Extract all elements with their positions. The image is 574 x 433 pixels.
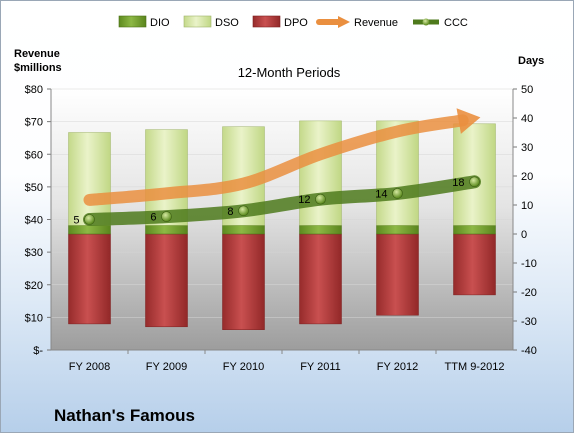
bars (68, 120, 496, 330)
y-right-tick-label: 0 (521, 229, 527, 241)
revenue-line (83, 114, 469, 206)
bar-dpo (145, 233, 188, 328)
bar-dio (299, 225, 342, 235)
bar-dso (299, 120, 342, 226)
revenue-arrowhead (456, 108, 481, 134)
legend-marker-ccc (422, 18, 430, 26)
y-left-tick-label: $- (33, 345, 43, 357)
legend-label-ccc: CCC (444, 17, 468, 29)
y-right-label: Days (518, 55, 544, 67)
y-right-tick-label: -40 (521, 345, 537, 357)
axes: $- $10 $20 $30 $40 $50 $60 $70 $80 -40 -30 -20 -10 0 1… (25, 84, 537, 373)
y-right-tick-label: 30 (521, 142, 533, 154)
y-right-tick-label: 40 (521, 113, 533, 125)
bar-dpo (453, 233, 496, 296)
x-tick-label: FY 2009 (146, 361, 187, 373)
bar-dso (453, 123, 496, 226)
legend-swatch-dpo (252, 15, 281, 28)
bar-dio (222, 225, 265, 235)
ccc-data-label: 12 (298, 194, 310, 206)
y-right-tick-label: -10 (521, 258, 537, 270)
ccc-data-label: 5 (73, 215, 79, 227)
y-left-tick-label: $50 (25, 182, 43, 194)
y-right-tick-label: -30 (521, 316, 537, 328)
bar-dio (145, 225, 188, 235)
y-left-tick-label: $40 (25, 215, 43, 227)
ccc-data-label: 18 (452, 177, 464, 189)
y-left-tick-label: $30 (25, 247, 43, 259)
ccc-marker (238, 205, 249, 217)
legend-label-dso: DSO (215, 17, 239, 29)
ccc-data-label: 14 (375, 188, 387, 200)
legend-label-revenue: Revenue (354, 17, 398, 29)
y-right-tick-label: -20 (521, 287, 537, 299)
legend-label-dio: DIO (150, 17, 170, 29)
ccc-line (83, 175, 481, 226)
y-right-tick-label: 10 (521, 200, 533, 212)
y-left-label-line2: $millions (14, 62, 62, 74)
x-tick-label: TTM 9-2012 (445, 361, 505, 373)
bar-dio (453, 225, 496, 235)
bar-dpo (376, 233, 419, 316)
y-left-label-line1: Revenue (14, 48, 60, 60)
legend: DIO DSO DPO Revenue CCC (118, 15, 468, 29)
x-tick-label: FY 2011 (300, 361, 341, 373)
y-left-tick-label: $70 (25, 117, 43, 129)
y-right-tick-label: 20 (521, 171, 533, 183)
legend-arrow-revenue (338, 16, 350, 28)
bar-dpo (222, 233, 265, 330)
x-tick-label: FY 2008 (69, 361, 110, 373)
legend-swatch-dio (118, 15, 147, 28)
bar-dpo (68, 233, 111, 325)
ccc-data-label: 6 (150, 212, 156, 224)
bar-dio (68, 225, 111, 235)
y-left-tick-label: $80 (25, 84, 43, 96)
bar-dpo (299, 233, 342, 325)
bar-dso (68, 132, 111, 226)
lines: 5 6 8 12 14 18 (73, 108, 481, 227)
x-tick-label: FY 2012 (377, 361, 418, 373)
ccc-marker (315, 193, 326, 205)
x-tick-label: FY 2010 (223, 361, 264, 373)
bar-dio (376, 225, 419, 235)
legend-label-dpo: DPO (284, 17, 308, 29)
ccc-marker (84, 214, 95, 225)
y-left-tick-label: $10 (25, 312, 43, 324)
y-left-tick-label: $60 (25, 149, 43, 161)
ccc-marker (469, 176, 480, 188)
chart-title: 12-Month Periods (238, 65, 341, 80)
legend-swatch-dso (183, 15, 212, 28)
ccc-data-label: 8 (227, 206, 233, 218)
company-name: Nathan's Famous (54, 406, 196, 425)
ccc-marker (392, 188, 403, 199)
y-left-tick-label: $20 (25, 280, 43, 292)
y-right-tick-label: 50 (521, 84, 533, 96)
ccc-marker (161, 211, 172, 222)
